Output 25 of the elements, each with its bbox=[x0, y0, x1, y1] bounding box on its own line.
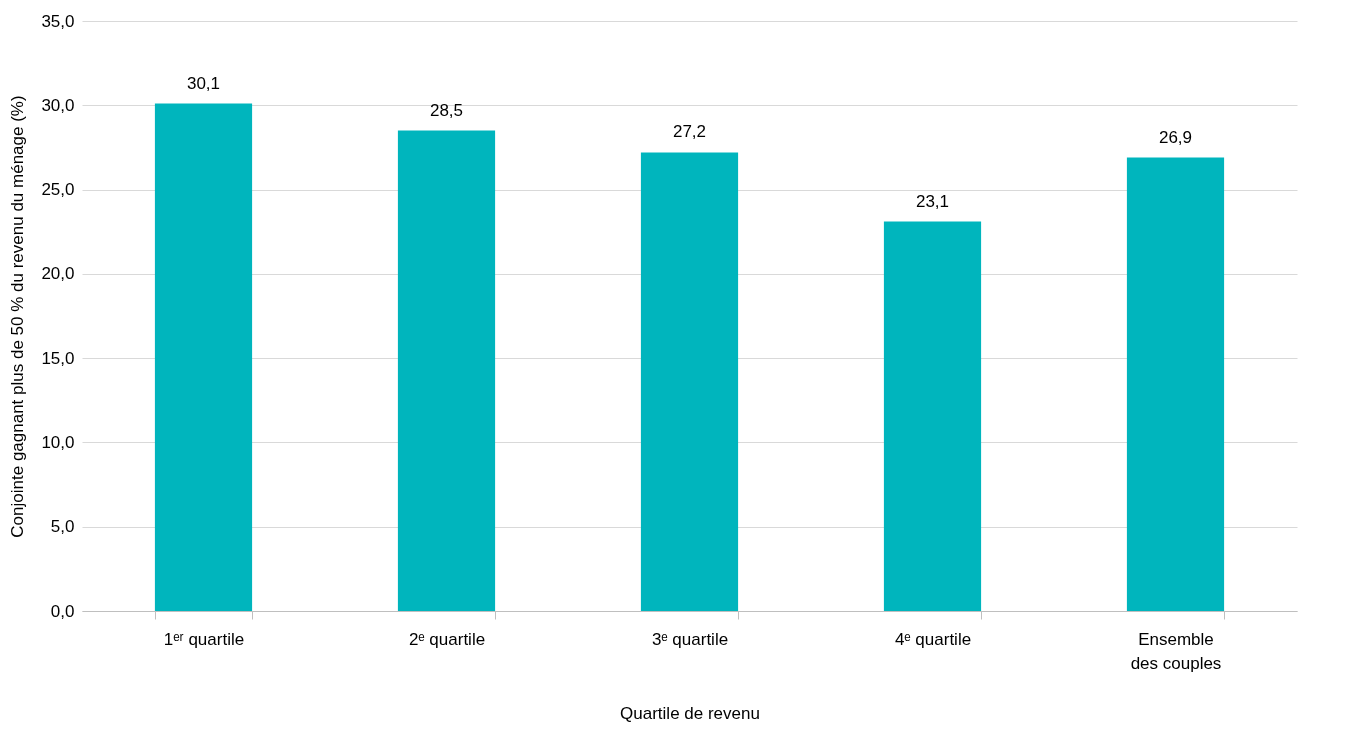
data-label: 28,5 bbox=[429, 100, 464, 120]
y-tick-label: 20,0 bbox=[41, 264, 75, 284]
y-axis-title: Conjointe gagnant plus de 50 % du revenu du ménage (%) bbox=[8, 95, 28, 538]
data-label: 30,1 bbox=[186, 73, 221, 93]
y-tick-label: 30,0 bbox=[41, 95, 75, 115]
y-tick-label: 5,0 bbox=[50, 517, 75, 537]
y-tick-label: 0,0 bbox=[50, 601, 75, 621]
data-label: 23,1 bbox=[915, 191, 950, 211]
data-label: 26,9 bbox=[1158, 127, 1193, 147]
data-label: 27,2 bbox=[672, 122, 707, 142]
bar bbox=[640, 152, 739, 611]
y-tick-label: 35,0 bbox=[41, 11, 75, 31]
y-tick-label: 15,0 bbox=[41, 348, 75, 368]
bar bbox=[397, 130, 496, 611]
bar bbox=[883, 221, 982, 611]
x-axis-title: Quartile de revenu bbox=[620, 703, 760, 723]
bar bbox=[1126, 157, 1225, 611]
bar bbox=[154, 103, 253, 611]
x-tick-label: 2ᵉ quartile bbox=[408, 629, 486, 649]
x-tick-label: 3ᵉ quartile bbox=[651, 629, 729, 649]
x-tick-label: 4ᵉ quartile bbox=[894, 629, 972, 649]
x-tick-label: 1ᵉʳ quartile bbox=[163, 629, 245, 649]
x-tick-label: Ensemble des couples bbox=[1130, 629, 1222, 673]
y-tick-label: 10,0 bbox=[41, 432, 75, 452]
y-tick-label: 25,0 bbox=[41, 180, 75, 200]
